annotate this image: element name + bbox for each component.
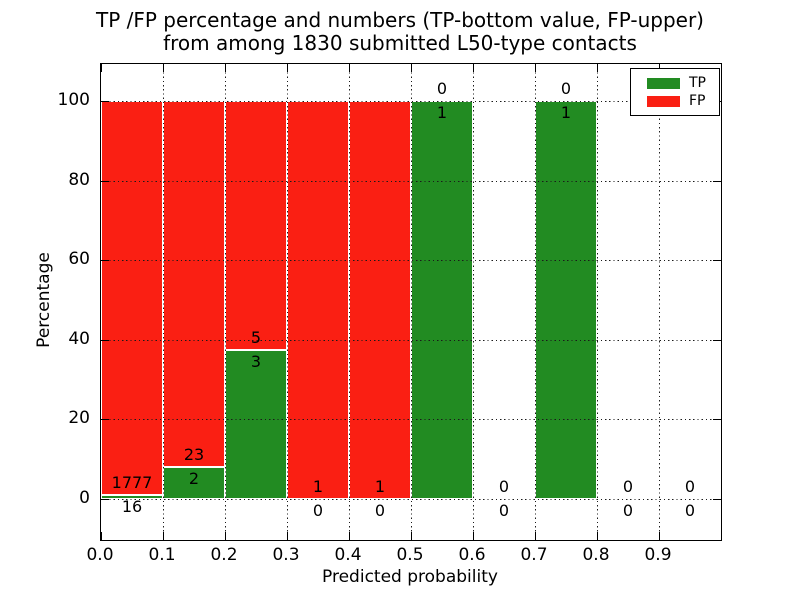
fp-bar bbox=[163, 101, 225, 468]
x-tick-top bbox=[411, 64, 412, 72]
fp-count-label: 0 bbox=[622, 477, 634, 496]
x-tick-top bbox=[163, 64, 164, 72]
x-tick-bottom bbox=[659, 532, 660, 540]
legend-item: TP bbox=[647, 74, 719, 92]
legend-item-label: TP bbox=[689, 75, 706, 91]
tp-count-label: 0 bbox=[374, 501, 386, 520]
y-tick-left bbox=[101, 419, 109, 421]
chart-title-line1: TP /FP percentage and numbers (TP-bottom… bbox=[96, 8, 704, 32]
x-tick-bottom bbox=[101, 532, 102, 540]
fp-bar bbox=[349, 101, 411, 499]
legend: TP FP bbox=[630, 68, 720, 116]
tp-count-label: 0 bbox=[622, 501, 634, 520]
y-tick-right bbox=[713, 180, 721, 182]
fp-count-label: 5 bbox=[250, 327, 262, 347]
x-gridline bbox=[659, 64, 660, 540]
x-tick-label: 0.6 bbox=[458, 545, 486, 565]
x-tick-bottom bbox=[287, 532, 288, 540]
x-axis-label: Predicted probability bbox=[322, 567, 498, 587]
tp-bar bbox=[225, 349, 287, 499]
tp-bar bbox=[535, 101, 597, 499]
x-tick-bottom bbox=[225, 532, 226, 540]
fp-bar bbox=[287, 101, 349, 499]
x-tick-label: 0.4 bbox=[334, 545, 362, 565]
x-tick-top bbox=[101, 64, 102, 72]
x-tick-bottom bbox=[535, 532, 536, 540]
y-tick-label: 20 bbox=[68, 408, 90, 429]
x-tick-bottom bbox=[597, 532, 598, 540]
x-tick-bottom bbox=[473, 532, 474, 540]
y-tick-right bbox=[713, 339, 721, 341]
x-tick-label: 0.5 bbox=[396, 545, 424, 565]
fp-count-label: 1 bbox=[374, 477, 386, 496]
y-tick-right bbox=[713, 260, 721, 262]
tp-bar bbox=[411, 101, 473, 499]
y-tick-right bbox=[713, 499, 721, 500]
y-tick-left bbox=[101, 499, 109, 500]
x-tick-bottom bbox=[349, 532, 350, 540]
fp-count-label: 1777 bbox=[111, 473, 153, 493]
fp-bar bbox=[101, 101, 163, 496]
x-gridline bbox=[535, 64, 536, 540]
y-tick-left bbox=[101, 101, 109, 102]
y-tick-left bbox=[101, 180, 109, 182]
tp-legend-swatch bbox=[647, 77, 680, 89]
x-gridline bbox=[473, 64, 474, 540]
x-tick-bottom bbox=[163, 532, 164, 540]
fp-count-label: 0 bbox=[436, 79, 448, 98]
x-tick-top bbox=[287, 64, 288, 72]
x-tick-label: 0.7 bbox=[520, 545, 548, 565]
x-gridline bbox=[287, 64, 288, 540]
legend-item-label: FP bbox=[689, 93, 706, 109]
x-tick-label: 0.9 bbox=[644, 545, 672, 565]
y-tick-left bbox=[101, 339, 109, 341]
x-gridline bbox=[163, 64, 164, 540]
y-tick-label: 100 bbox=[57, 90, 90, 110]
x-tick-top bbox=[473, 64, 474, 72]
y-tick-right bbox=[713, 419, 721, 421]
fp-count-label: 23 bbox=[183, 445, 205, 465]
tp-bar bbox=[163, 467, 225, 499]
fp-count-label: 0 bbox=[684, 477, 696, 496]
y-tick-label: 0 bbox=[79, 488, 90, 508]
x-gridline bbox=[411, 64, 412, 540]
fp-bar bbox=[225, 101, 287, 350]
chart-title: TP /FP percentage and numbers (TP-bottom… bbox=[0, 9, 800, 55]
x-tick-label: 0.1 bbox=[148, 545, 176, 565]
tp-count-label: 16 bbox=[121, 497, 143, 517]
y-tick-label: 40 bbox=[68, 328, 90, 349]
plot-area: TP FP 1777 16 23 2 5 3 1 0 1 0 0 1 0 0 0 1 0 0 0 0 bbox=[100, 63, 722, 541]
tp-count-label: 0 bbox=[684, 501, 696, 520]
tp-count-label: 2 bbox=[188, 469, 200, 489]
x-tick-label: 0.3 bbox=[272, 545, 300, 565]
fp-count-label: 0 bbox=[560, 79, 572, 98]
x-tick-label: 0.8 bbox=[582, 545, 610, 565]
tp-count-label: 1 bbox=[436, 103, 448, 122]
x-tick-top bbox=[597, 64, 598, 72]
x-gridline bbox=[349, 64, 350, 540]
x-tick-top bbox=[225, 64, 226, 72]
tp-count-label: 3 bbox=[250, 351, 262, 371]
y-tick-label: 60 bbox=[68, 249, 90, 270]
tp-count-label: 0 bbox=[498, 501, 510, 520]
x-tick-label: 0.0 bbox=[86, 545, 114, 565]
x-tick-bottom bbox=[411, 532, 412, 540]
tp-count-label: 0 bbox=[312, 501, 324, 520]
chart-title-line2: from among 1830 submitted L50-type conta… bbox=[163, 31, 637, 55]
x-tick-top bbox=[349, 64, 350, 72]
tp-bar bbox=[101, 495, 163, 499]
fp-count-label: 1 bbox=[312, 477, 324, 496]
tp-count-label: 1 bbox=[560, 103, 572, 122]
legend-item: FP bbox=[647, 92, 719, 110]
x-tick-label: 0.2 bbox=[210, 545, 238, 565]
x-tick-top bbox=[535, 64, 536, 72]
y-tick-left bbox=[101, 260, 109, 262]
y-tick-label: 80 bbox=[68, 169, 90, 190]
x-gridline bbox=[597, 64, 598, 540]
fp-count-label: 0 bbox=[498, 477, 510, 496]
fp-legend-swatch bbox=[647, 95, 680, 107]
x-gridline bbox=[225, 64, 226, 540]
